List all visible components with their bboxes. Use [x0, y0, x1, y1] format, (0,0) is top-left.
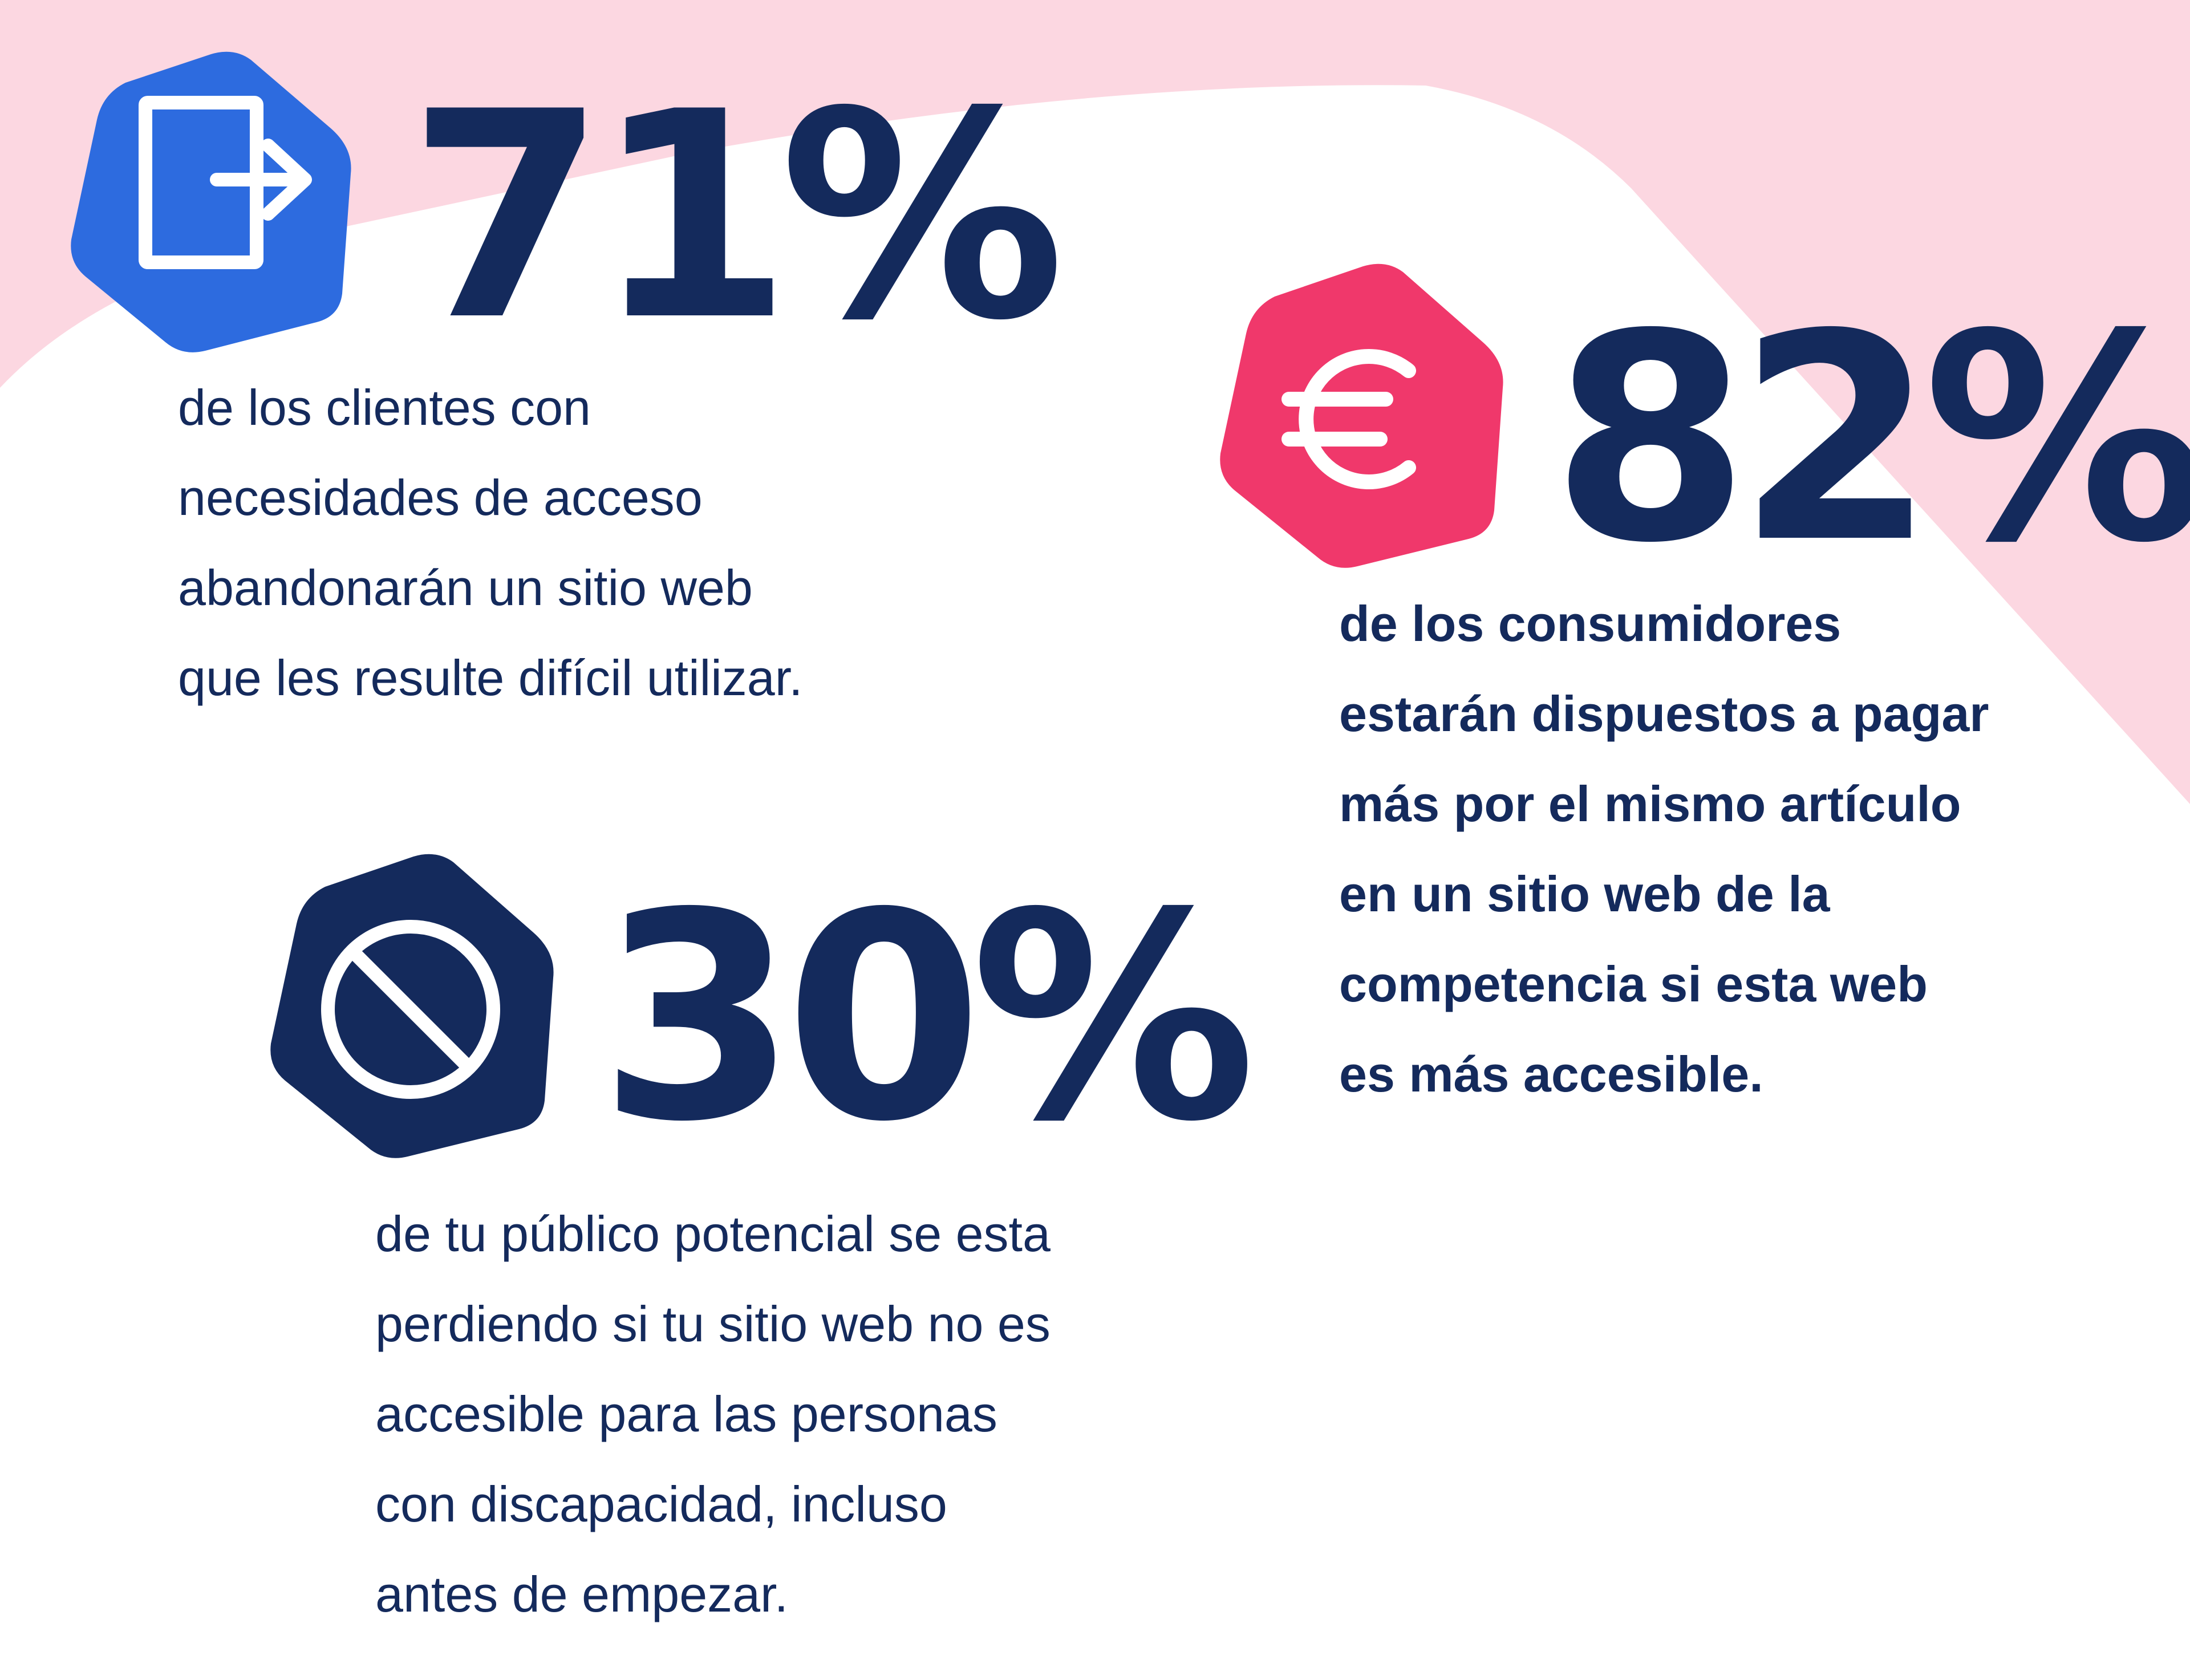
stat-line: estarán dispuestos a pagar [1339, 685, 1989, 742]
icon-badge-navy [270, 854, 554, 1158]
stat-line: abandonarán un sitio web [178, 559, 753, 616]
stat-description-30: de tu público potencial se esta perdiend… [375, 1189, 1051, 1640]
exit-door-icon [139, 96, 312, 269]
stat-line: de los clientes con [178, 379, 591, 436]
stat-value-30: 30% [599, 852, 1256, 1184]
stat-line: accesible para las personas [375, 1386, 997, 1442]
euro-icon [1281, 349, 1416, 489]
stat-value-82: 82% [1551, 273, 2190, 605]
stat-line: en un sitio web de la [1339, 866, 1830, 922]
stat-description-82: de los consumidores estarán dispuestos a… [1339, 579, 1989, 1119]
stat-value-71: 71% [408, 51, 1065, 383]
stat-line: perdiendo si tu sitio web no es [375, 1296, 1051, 1352]
stat-line: necesidades de acceso [178, 469, 703, 526]
hexagon-shape [1220, 263, 1503, 568]
stat-line: más por el mismo artículo [1339, 776, 1961, 832]
stat-line: que les resulte difícil utilizar. [178, 650, 803, 706]
stat-description-71: de los clientes con necesidades de acces… [178, 363, 803, 723]
stat-line: es más accesible. [1339, 1046, 1763, 1102]
stat-line: de tu público potencial se esta [375, 1206, 1051, 1262]
prohibited-icon [321, 920, 500, 1099]
stat-line: con discapacidad, incluso [375, 1476, 947, 1532]
stat-line: antes de empezar. [375, 1566, 789, 1622]
stat-line: de los consumidores [1339, 595, 1842, 652]
stat-line: competencia si esta web [1339, 956, 1928, 1012]
icon-badge-blue [71, 51, 351, 352]
icon-badge-red [1220, 263, 1503, 568]
